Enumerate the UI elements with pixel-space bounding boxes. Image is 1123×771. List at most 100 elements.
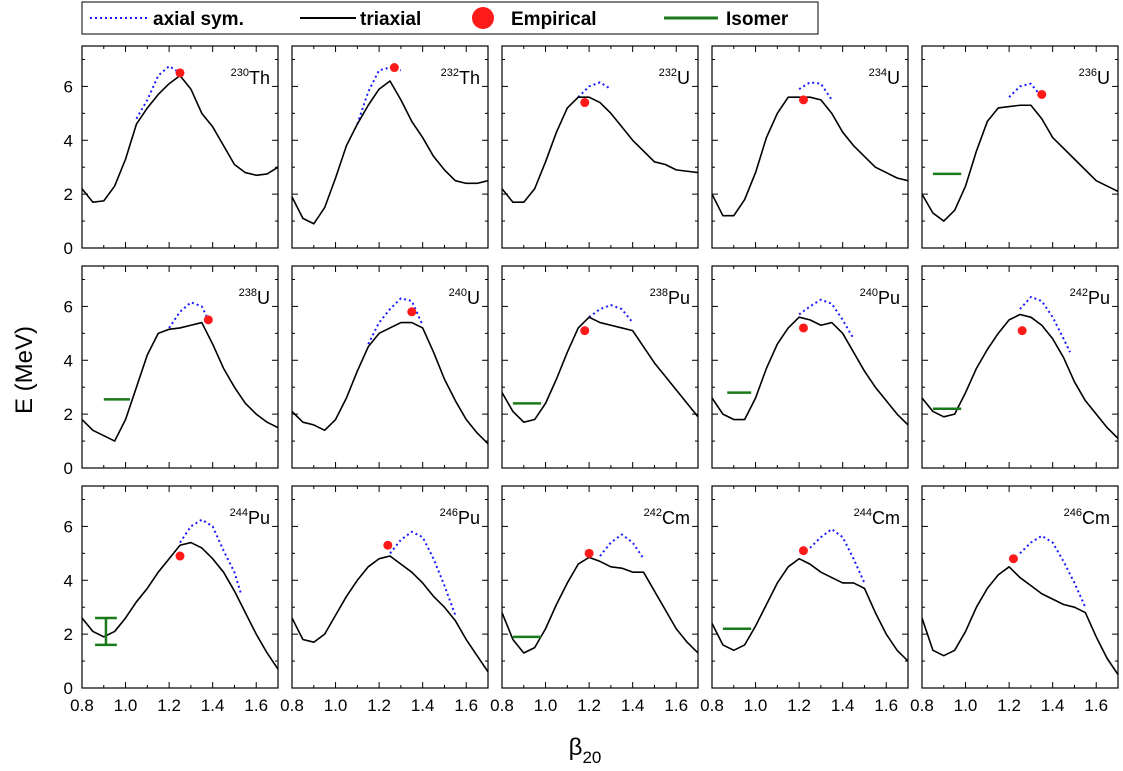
panel-frame bbox=[291, 45, 489, 249]
nucleus-label: 246Pu bbox=[440, 507, 480, 528]
panel-236u: 236U bbox=[921, 45, 1119, 249]
triaxial-curve bbox=[82, 321, 278, 442]
nucleus-element: U bbox=[1097, 68, 1110, 88]
panel-frame bbox=[81, 265, 279, 469]
panel-244pu: 0 2 4 6 0.8 1.0 1.2 1.4 1.6 244Pu bbox=[64, 485, 279, 715]
panel-frame bbox=[711, 485, 909, 689]
nucleus-label: 238Pu bbox=[650, 287, 690, 308]
triaxial-curve bbox=[712, 557, 908, 662]
axial-curve bbox=[588, 304, 634, 324]
panel-240pu: 240Pu bbox=[711, 265, 909, 469]
x-tick-label: 1.2 bbox=[577, 696, 601, 715]
x-tick-label: 0.8 bbox=[280, 696, 304, 715]
panel-240u: 240U bbox=[291, 265, 489, 469]
y-tick-label: 6 bbox=[64, 297, 73, 316]
axial-curve bbox=[135, 65, 181, 120]
triaxial-curve bbox=[82, 74, 278, 204]
axial-curve bbox=[798, 298, 855, 340]
y-tick-label: 4 bbox=[64, 571, 73, 590]
x-tick-label: 1.4 bbox=[201, 696, 225, 715]
axial-curve bbox=[1019, 534, 1087, 608]
x-tick-label: 0.8 bbox=[910, 696, 934, 715]
empirical-point bbox=[1008, 554, 1018, 564]
y-tick-label: 4 bbox=[64, 351, 73, 370]
legend: axial sym. triaxial Empirical Isomer bbox=[81, 1, 819, 35]
empirical-point bbox=[798, 546, 808, 556]
x-tick-label: 1.0 bbox=[744, 696, 768, 715]
panel-frame bbox=[291, 265, 489, 469]
empirical-point bbox=[1037, 89, 1047, 99]
triaxial-curve bbox=[502, 556, 698, 654]
legend-empirical-swatch bbox=[472, 7, 494, 29]
triaxial-curve bbox=[292, 321, 488, 445]
nucleus-element: U bbox=[257, 288, 270, 308]
nucleus-mass: 246 bbox=[1064, 507, 1082, 519]
y-tick-label: 6 bbox=[64, 517, 73, 536]
x-tick-label: 1.0 bbox=[324, 696, 348, 715]
panel-244cm: 0.8 1.0 1.2 1.4 1.6 244Cm bbox=[700, 485, 909, 715]
triaxial-curve bbox=[922, 313, 1118, 439]
plot-area bbox=[502, 81, 698, 204]
nucleus-label: 236U bbox=[1079, 67, 1110, 88]
empirical-point bbox=[175, 551, 185, 561]
nucleus-element: U bbox=[467, 288, 480, 308]
x-tick-label: 1.2 bbox=[157, 696, 181, 715]
nucleus-label: 238U bbox=[239, 287, 270, 308]
x-tick-label: 1.0 bbox=[534, 696, 558, 715]
y-tick-label: 2 bbox=[64, 185, 73, 204]
axial-curve bbox=[168, 301, 210, 329]
axial-curve bbox=[577, 81, 612, 98]
axial-curve bbox=[367, 297, 424, 345]
y-tick-label: 6 bbox=[64, 77, 73, 96]
panel-frame bbox=[711, 265, 909, 469]
panel-frame bbox=[81, 45, 279, 249]
nucleus-mass: 238 bbox=[650, 287, 668, 299]
nucleus-mass: 230 bbox=[231, 67, 249, 79]
plot-area bbox=[82, 518, 278, 670]
nucleus-mass: 240 bbox=[449, 287, 467, 299]
x-tick-label: 1.4 bbox=[1041, 696, 1065, 715]
empirical-point bbox=[389, 63, 399, 73]
triaxial-curve bbox=[922, 104, 1118, 222]
nucleus-element: Cm bbox=[872, 508, 900, 528]
x-axis-subscript: 20 bbox=[582, 748, 601, 767]
panel-242pu: 242Pu bbox=[921, 265, 1119, 469]
nucleus-label: 230Th bbox=[231, 67, 270, 88]
x-tick-label: 1.0 bbox=[114, 696, 138, 715]
panel-frame bbox=[81, 485, 279, 689]
plot-area bbox=[502, 304, 698, 424]
nucleus-element: Pu bbox=[458, 508, 480, 528]
x-tick-label: 1.4 bbox=[621, 696, 645, 715]
nucleus-mass: 244 bbox=[230, 507, 248, 519]
y-tick-label: 4 bbox=[64, 131, 73, 150]
legend-isomer-label: Isomer bbox=[726, 9, 789, 30]
nucleus-element: Th bbox=[459, 68, 480, 88]
x-tick-label: 1.2 bbox=[367, 696, 391, 715]
nucleus-mass: 238 bbox=[239, 287, 257, 299]
x-tick-label: 1.2 bbox=[787, 696, 811, 715]
nucleus-mass: 242 bbox=[644, 507, 662, 519]
panel-246pu: 0.8 1.0 1.2 1.4 1.6 246Pu bbox=[280, 485, 489, 715]
nucleus-element: U bbox=[677, 68, 690, 88]
triaxial-curve bbox=[712, 316, 908, 426]
panel-238pu: 238Pu bbox=[501, 265, 699, 469]
panel-232u: 232U bbox=[501, 45, 699, 249]
nucleus-label: 240U bbox=[449, 287, 480, 308]
plot-area bbox=[292, 530, 488, 673]
y-tick-label: 0 bbox=[64, 459, 73, 478]
nucleus-label: 232U bbox=[659, 67, 690, 88]
legend-empirical-label: Empirical bbox=[511, 9, 597, 30]
panel-frame bbox=[921, 265, 1119, 469]
nucleus-mass: 232 bbox=[659, 67, 677, 79]
nucleus-label: 232Th bbox=[441, 67, 480, 88]
nucleus-mass: 240 bbox=[860, 287, 878, 299]
nucleus-mass: 246 bbox=[440, 507, 458, 519]
axial-curve bbox=[179, 518, 242, 595]
y-tick-label: 2 bbox=[64, 625, 73, 644]
plot-area bbox=[292, 63, 488, 225]
nucleus-label: 240Pu bbox=[860, 287, 900, 308]
empirical-point bbox=[1017, 326, 1027, 336]
x-tick-label: 1.4 bbox=[411, 696, 435, 715]
